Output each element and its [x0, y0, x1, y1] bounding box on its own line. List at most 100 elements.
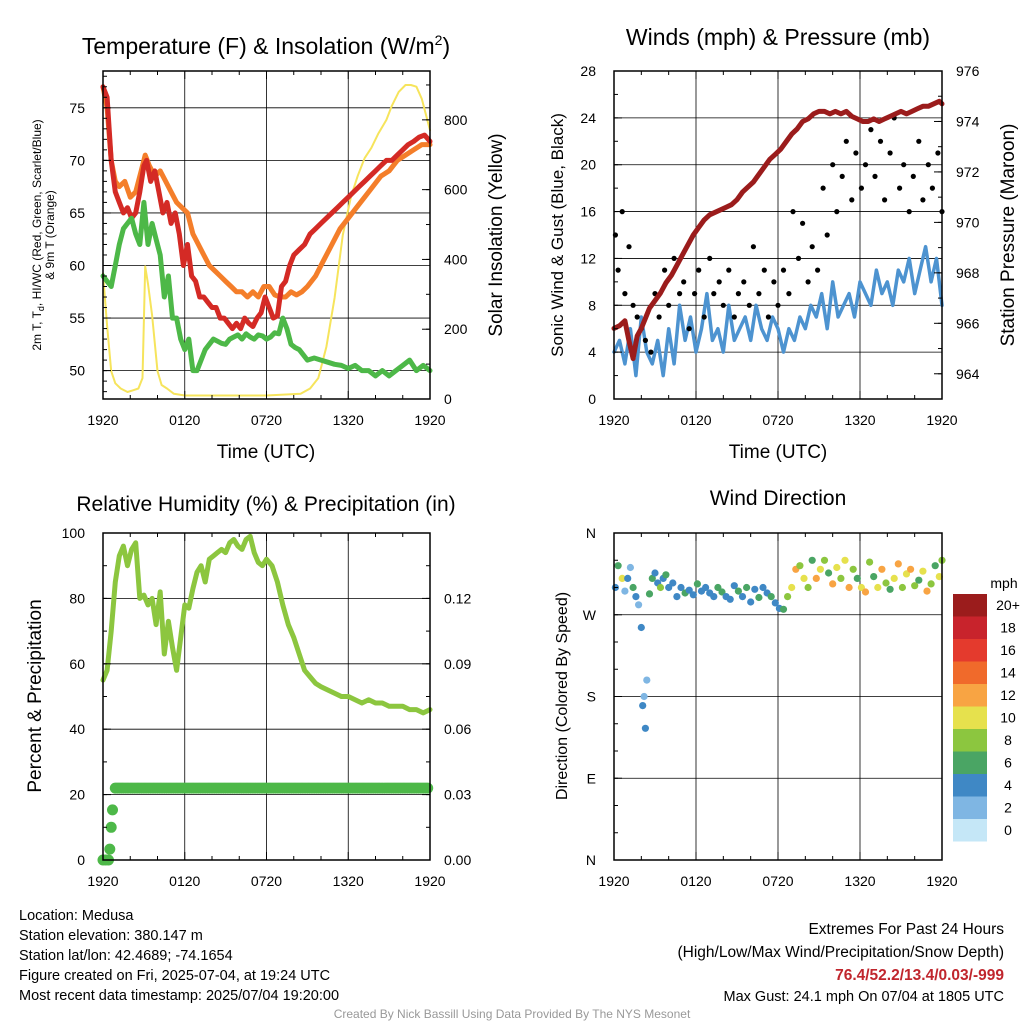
dir-ytick-label: N [586, 852, 596, 868]
dir-ytick-label: W [583, 607, 597, 623]
dir-xtick-label: 0720 [762, 873, 793, 889]
wind-series-wind [612, 244, 944, 378]
temp-series-solar [102, 84, 431, 397]
dir-point [878, 565, 886, 573]
dir-point [662, 571, 670, 579]
wind-point-gust [642, 337, 649, 343]
dir-point [639, 702, 647, 710]
dir-point [648, 574, 656, 583]
wind-ytick-label: 0 [588, 391, 596, 407]
wind-xtick-label: 1920 [598, 412, 629, 428]
wind-point-gust [839, 173, 845, 179]
temp-xtick-label: 1920 [87, 412, 118, 428]
wind-point-gust [809, 244, 815, 250]
dir-point [640, 692, 648, 701]
wind-point-gust [925, 162, 931, 168]
wind-point-gust [716, 279, 722, 285]
dir-point [894, 560, 902, 568]
wind-y2tick-label: 968 [956, 265, 980, 281]
dir-point [751, 585, 759, 593]
wind-point-gust [853, 150, 859, 156]
dir-point [861, 588, 870, 596]
dir-point [784, 593, 792, 601]
legend-label: 16 [1000, 642, 1016, 658]
dir-point [919, 567, 927, 575]
wind-ytick-label: 24 [580, 110, 596, 126]
legend-title: mph [990, 575, 1017, 591]
dir-point [669, 579, 677, 587]
rh-point-precip [422, 782, 434, 794]
dir-point [825, 569, 833, 577]
speed-legend: mph 20+ 18 16 14 12 10 8 6 4 2 0 [953, 575, 1020, 842]
legend-label: 6 [1004, 755, 1012, 771]
dir-point [915, 576, 923, 584]
wind-point-gust [901, 162, 907, 168]
latlon-text: Station lat/lon: 42.4689; -74.1654 [19, 948, 233, 964]
wind-point-gust [696, 267, 702, 273]
wind-point-gust [910, 173, 916, 179]
wind-point-gust [834, 209, 840, 215]
dir-ytick-label: N [586, 525, 596, 541]
wind-point-gust [775, 302, 781, 308]
dir-point [866, 558, 874, 566]
temp-ytick-label: 70 [69, 152, 85, 168]
dir-point [738, 593, 747, 601]
wind-point-gust [916, 138, 922, 144]
direction-grid [614, 533, 942, 860]
extremes-info: Extremes For Past 24 Hours (High/Low/Max… [678, 918, 1005, 1007]
dir-point [931, 562, 939, 570]
created-text: Figure created on Fri, 2025-07-04, at 19… [19, 968, 331, 984]
temp-y2tick-label: 800 [444, 112, 468, 128]
rh-ytick-label: 40 [69, 721, 85, 737]
legend-label: 2 [1004, 800, 1012, 816]
dir-point [886, 585, 894, 593]
legend-swatch [953, 639, 987, 662]
dir-point [898, 583, 907, 592]
rh-ytick-label: 60 [69, 656, 85, 672]
wind-point-gust [692, 291, 698, 297]
dir-point [800, 574, 808, 583]
dir-point [677, 583, 685, 592]
station-info: Location: Medusa Station elevation: 380.… [19, 906, 339, 1006]
wind-point-gust [707, 255, 713, 261]
dir-point [927, 580, 935, 588]
dir-point [890, 574, 898, 583]
wind-point-gust [765, 314, 772, 320]
wind-point-gust [815, 267, 821, 273]
wind-point-gust [824, 232, 830, 238]
legend-swatch [953, 706, 987, 729]
legend-swatch [953, 684, 987, 707]
humidity-axes: 1920 0120 0720 1320 19200204060801000.000.03… [62, 525, 472, 889]
dir-point [702, 583, 710, 592]
temp-xtick-label: 1920 [414, 412, 445, 428]
winds-title: Winds (mph) & Pressure (mb) [626, 24, 930, 50]
dir-point [730, 582, 738, 590]
dir-point [656, 583, 665, 592]
dir-point [767, 593, 775, 601]
temp-y2tick-label: 0 [444, 391, 452, 407]
svg-text:& 9m T (Orange): & 9m T (Orange) [43, 190, 57, 280]
wind-point-gust [935, 150, 941, 156]
dir-point [902, 570, 911, 578]
legend-swatch [953, 751, 987, 774]
wind-point-gust [677, 291, 683, 297]
dir-ytick-label: E [587, 770, 596, 786]
rh-xtick-label: 1920 [87, 873, 118, 889]
dir-point [624, 574, 632, 583]
wind-point-gust [849, 197, 855, 203]
wind-point-gust [868, 127, 874, 133]
wind-point-gust [858, 185, 865, 191]
temp-series-dew [100, 199, 433, 379]
dir-point [907, 565, 915, 573]
winds-panel: Winds (mph) & Pressure (mb) 1920 0120 0720… [548, 24, 1019, 463]
wind-point-gust [720, 302, 726, 308]
wind-point-gust [681, 279, 687, 285]
dir-point [911, 582, 919, 590]
legend-swatch [953, 594, 987, 617]
wind-point-gust [877, 138, 884, 144]
wind-point-gust [800, 220, 806, 226]
legend-label: 12 [1000, 687, 1016, 703]
dir-point [693, 580, 702, 588]
rh-y2tick-label: 0.12 [444, 590, 471, 606]
